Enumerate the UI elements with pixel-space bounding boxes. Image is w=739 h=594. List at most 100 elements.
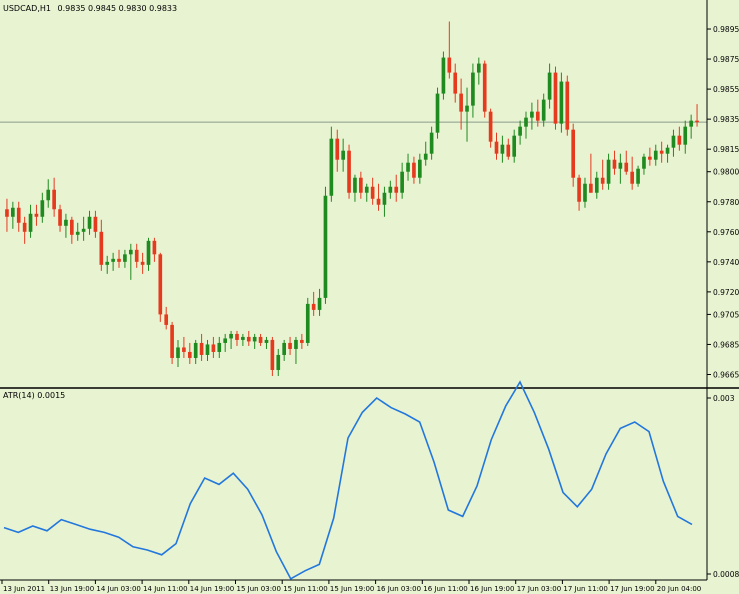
candle[interactable] (294, 336, 298, 364)
candle[interactable] (653, 144, 658, 166)
candle[interactable] (441, 51, 446, 100)
candle[interactable] (70, 216, 74, 244)
candle[interactable] (170, 321, 174, 364)
candle[interactable] (270, 336, 275, 376)
candle[interactable] (553, 66, 558, 130)
candle[interactable] (500, 135, 505, 163)
candle[interactable] (176, 339, 180, 367)
candle[interactable] (34, 204, 39, 226)
candle[interactable] (594, 171, 599, 199)
candle[interactable] (577, 174, 581, 211)
candle[interactable] (205, 339, 210, 361)
candle[interactable] (99, 219, 104, 271)
candle[interactable] (140, 252, 145, 274)
candle[interactable] (335, 129, 340, 172)
candle[interactable] (40, 192, 45, 223)
candle[interactable] (329, 126, 334, 202)
candle[interactable] (305, 297, 310, 346)
candle[interactable] (630, 156, 634, 190)
candle[interactable] (52, 177, 56, 217)
candle[interactable] (488, 108, 493, 148)
candle[interactable] (87, 210, 92, 235)
candle[interactable] (406, 153, 410, 181)
candle[interactable] (412, 156, 416, 184)
candle[interactable] (429, 126, 434, 160)
candle[interactable] (93, 210, 98, 238)
candle[interactable] (134, 243, 139, 268)
candle[interactable] (11, 201, 15, 229)
candle[interactable] (547, 63, 552, 109)
candle[interactable] (288, 336, 292, 355)
candle[interactable] (364, 183, 369, 202)
candle[interactable] (311, 291, 316, 316)
candle[interactable] (16, 201, 21, 232)
candle[interactable] (300, 333, 304, 349)
candle[interactable] (606, 153, 611, 190)
candle[interactable] (128, 243, 133, 280)
candle[interactable] (5, 198, 9, 232)
candle[interactable] (541, 93, 546, 127)
candle[interactable] (105, 255, 110, 274)
candle[interactable] (217, 336, 222, 358)
candle[interactable] (264, 336, 269, 349)
candle[interactable] (447, 21, 452, 79)
candle[interactable] (453, 63, 458, 103)
candle[interactable] (282, 339, 286, 361)
candle[interactable] (152, 237, 157, 262)
candle[interactable] (471, 63, 475, 118)
candle[interactable] (252, 333, 257, 349)
candle[interactable] (512, 129, 517, 163)
candle[interactable] (624, 150, 629, 175)
price-scale[interactable]: 0.9895 0.9875 0.9855 0.9835 0.9815 0.9800 0.97… (707, 25, 739, 379)
candle[interactable] (476, 57, 481, 85)
candle[interactable] (28, 204, 33, 238)
candle[interactable] (435, 87, 440, 139)
candle[interactable] (258, 333, 263, 346)
candle[interactable] (359, 171, 363, 199)
candle[interactable] (58, 204, 62, 232)
candle[interactable] (75, 222, 80, 241)
candle[interactable] (317, 288, 322, 316)
candle[interactable] (370, 177, 375, 205)
candle[interactable] (347, 144, 351, 199)
candle[interactable] (612, 150, 617, 175)
candle[interactable] (182, 336, 186, 358)
candle[interactable] (418, 153, 422, 184)
candle[interactable] (246, 330, 251, 346)
candle[interactable] (618, 153, 623, 184)
candle[interactable] (146, 237, 151, 271)
candle[interactable] (394, 174, 399, 202)
candle[interactable] (465, 87, 469, 142)
candle[interactable] (659, 141, 664, 163)
candle[interactable] (524, 111, 528, 139)
candle[interactable] (111, 252, 115, 271)
candle[interactable] (64, 213, 68, 238)
candle[interactable] (642, 153, 646, 175)
candle[interactable] (506, 138, 511, 160)
candle[interactable] (530, 102, 534, 130)
candle[interactable] (689, 114, 693, 139)
candle[interactable] (695, 104, 699, 127)
candle[interactable] (81, 216, 86, 241)
candle[interactable] (223, 333, 228, 352)
candle[interactable] (636, 165, 640, 187)
candle[interactable] (187, 342, 192, 364)
candle[interactable] (229, 330, 233, 349)
candle[interactable] (423, 141, 428, 166)
candle[interactable] (388, 180, 393, 199)
candle[interactable] (535, 99, 540, 127)
time-scale[interactable]: 13 Jun 2011 13 Jun 19:00 14 Jun 03:00 14 Ju… (1, 580, 701, 593)
candle[interactable] (117, 249, 121, 268)
candle[interactable] (276, 348, 281, 376)
atr-line[interactable] (3, 380, 693, 580)
candle[interactable] (600, 159, 605, 190)
candle[interactable] (589, 153, 593, 193)
candle[interactable] (665, 144, 670, 163)
candle[interactable] (459, 78, 463, 130)
candle[interactable] (494, 132, 499, 160)
candle[interactable] (559, 72, 564, 133)
candle[interactable] (353, 174, 357, 202)
candle[interactable] (671, 129, 676, 157)
candle[interactable] (376, 183, 381, 211)
